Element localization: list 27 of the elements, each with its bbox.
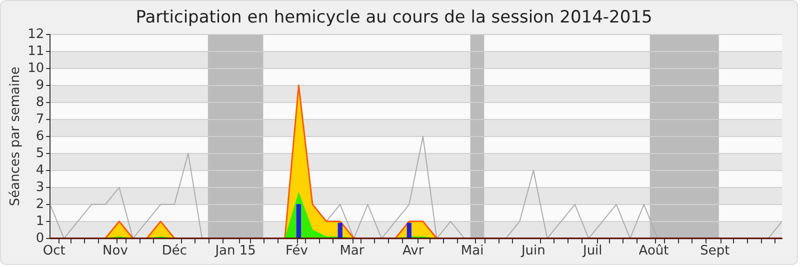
y-tick-label: 0 xyxy=(36,230,44,246)
y-tick-label: 12 xyxy=(28,26,44,42)
x-tick-label: Juil xyxy=(582,244,602,259)
x-tick-label: Mar xyxy=(340,244,365,259)
y-tick-label: 5 xyxy=(36,146,44,161)
x-tick-label: Mai xyxy=(460,244,484,259)
chart-title: Participation en hemicycle au cours de la session 2014-2015 xyxy=(136,8,652,28)
x-tick-label: Fév xyxy=(285,244,308,259)
y-tick-label: 4 xyxy=(36,162,44,178)
x-tick-label: Avr xyxy=(402,244,424,259)
y-tick-label: 3 xyxy=(36,180,44,195)
y-tick-label: 6 xyxy=(36,128,44,144)
y-tick-label: 11 xyxy=(28,44,44,59)
y-axis-title: Séances par semaine xyxy=(8,66,24,206)
x-tick-label: Déc xyxy=(162,244,187,259)
x-tick-label: Juin xyxy=(520,244,546,259)
x-tick-label: Août xyxy=(638,244,669,259)
x-tick-label: Jan 15 xyxy=(214,244,256,259)
x-tick-label: Oct xyxy=(42,244,66,259)
y-tick-label: 1 xyxy=(36,214,44,229)
x-tick-label: Sept xyxy=(700,244,730,259)
y-tick-label: 8 xyxy=(36,94,44,110)
y-tick-label: 2 xyxy=(36,196,44,212)
y-tick-label: 7 xyxy=(36,112,44,127)
x-tick-label: Nov xyxy=(102,244,128,259)
y-tick-label: 10 xyxy=(28,60,44,76)
y-tick-label: 9 xyxy=(36,78,44,93)
